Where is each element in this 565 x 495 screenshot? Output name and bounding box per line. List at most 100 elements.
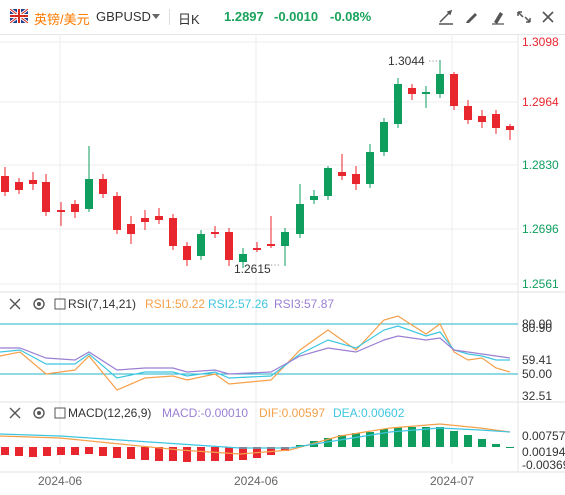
candle-body xyxy=(506,126,514,130)
price-axis-label: 1.3098 xyxy=(522,35,559,49)
macd-histogram-bar xyxy=(352,433,360,447)
dif-line xyxy=(0,423,511,455)
price-axis-label: 1.2830 xyxy=(522,158,559,172)
divider xyxy=(169,9,170,25)
chart-header: 英镑/美元 GBPUSD 日K 1.2897 -0.0010 -0.08% xyxy=(0,0,565,35)
candle-body xyxy=(324,168,332,196)
candle-body xyxy=(85,179,93,209)
candle-body xyxy=(450,74,458,106)
symbol-selector[interactable]: GBPUSD xyxy=(96,9,151,24)
macd-histogram-bar xyxy=(225,447,233,461)
high-annotation: 1.3044 xyxy=(388,54,425,68)
macd-histogram-bar xyxy=(464,435,472,447)
pen-icon[interactable] xyxy=(488,8,508,26)
rsi2-value: RSI2:57.26 xyxy=(208,297,269,311)
candle-body xyxy=(478,116,486,122)
candle-body xyxy=(127,224,135,234)
high-dots: ⋯ xyxy=(428,56,438,67)
draw-icon[interactable] xyxy=(436,8,456,26)
macd-histogram-bar xyxy=(506,447,514,448)
rsi-title: RSI(7,14,21) xyxy=(68,297,137,311)
candle-body xyxy=(29,180,37,184)
macd-histogram-bar xyxy=(211,447,219,461)
date-axis-label: 2024-06 xyxy=(38,474,83,488)
eye-icon[interactable] xyxy=(54,298,66,310)
candle-body xyxy=(394,84,402,124)
candle-body xyxy=(464,106,472,120)
macd-histogram-bar xyxy=(155,447,163,461)
macd-histogram-bar xyxy=(1,447,9,455)
rsi3-value: RSI3:57.87 xyxy=(274,297,335,311)
close-icon[interactable] xyxy=(8,406,22,420)
macd-histogram-bar xyxy=(127,447,135,459)
macd-histogram-bar xyxy=(450,431,458,447)
flag-uk-icon xyxy=(10,9,28,23)
dea-value: DEA:0.00602 xyxy=(333,406,405,420)
macd-histogram-bar xyxy=(141,447,149,460)
low-annotation: 1.2615 xyxy=(234,262,271,276)
close-icon[interactable] xyxy=(8,297,22,311)
price-change: -0.0010 xyxy=(274,9,319,24)
rsi-axis-label: 59.41 xyxy=(522,353,553,367)
candle-body xyxy=(42,182,50,212)
macd-histogram-bar xyxy=(408,427,416,447)
candle-body xyxy=(296,204,304,234)
settings-icon[interactable] xyxy=(32,297,46,311)
settings-icon[interactable] xyxy=(32,406,46,420)
rsi-axis-label: 80.00 xyxy=(522,317,553,331)
macd-histogram-bar xyxy=(183,447,191,462)
macd-histogram-bar xyxy=(394,427,402,447)
pair-label[interactable]: 英镑/美元 xyxy=(34,12,90,27)
macd-histogram-bar xyxy=(85,447,93,454)
candle-body xyxy=(408,88,416,94)
candle-body xyxy=(422,92,430,94)
period-selector[interactable]: 日K xyxy=(178,12,200,27)
rsi-panel-header: RSI(7,14,21) RSI1:50.22 RSI2:57.26 RSI3:… xyxy=(0,295,520,313)
macd-histogram-bar xyxy=(492,444,500,447)
macd-histogram-bar xyxy=(71,447,79,455)
candle-body xyxy=(57,210,65,212)
candle-body xyxy=(281,232,289,246)
edit-icon[interactable] xyxy=(462,8,482,26)
macd-value: MACD:-0.00010 xyxy=(162,406,249,420)
macd-axis-label: -0.00369 xyxy=(522,458,565,472)
rsi2-line xyxy=(0,325,510,379)
date-axis-label: 2024-06 xyxy=(234,474,279,488)
candle-body xyxy=(352,174,360,184)
candle-body xyxy=(155,216,163,220)
candle-body xyxy=(211,232,219,234)
rsi1-value: RSI1:50.22 xyxy=(145,297,206,311)
chevron-down-icon[interactable] xyxy=(152,14,160,20)
macd-histogram-bar xyxy=(15,447,23,456)
dea-line xyxy=(0,427,511,449)
fullscreen-icon[interactable] xyxy=(514,8,534,26)
macd-histogram-bar xyxy=(113,447,121,458)
candle-body xyxy=(225,232,233,260)
macd-histogram-bar xyxy=(99,447,107,456)
macd-histogram-bar xyxy=(29,447,37,457)
rsi-axis-label: 50.00 xyxy=(522,367,553,381)
dif-value: DIF:0.00597 xyxy=(259,406,326,420)
close-icon[interactable] xyxy=(538,8,558,26)
eye-icon[interactable] xyxy=(54,407,66,419)
macd-histogram-bar xyxy=(197,447,205,461)
candle-body xyxy=(366,152,374,184)
macd-axis-label: 0.00194 xyxy=(522,445,565,459)
candle-body xyxy=(436,74,444,94)
chart-canvas[interactable] xyxy=(0,34,565,495)
candle-body xyxy=(253,248,261,250)
low-dots: ⋯ xyxy=(270,260,280,271)
candle-body xyxy=(169,218,177,246)
price-axis-label: 1.2696 xyxy=(522,222,559,236)
candle-body xyxy=(338,172,346,176)
macd-histogram-bar xyxy=(338,435,346,447)
price-change-pct: -0.08% xyxy=(330,9,372,24)
rsi-axis-label: 32.51 xyxy=(522,389,553,403)
candle-body xyxy=(1,176,9,192)
candle-body xyxy=(197,234,205,256)
candle-body xyxy=(183,246,191,260)
candle-body xyxy=(99,179,107,194)
candle-body xyxy=(113,196,121,230)
date-axis-label: 2024-07 xyxy=(430,474,475,488)
candle-body xyxy=(239,254,247,262)
